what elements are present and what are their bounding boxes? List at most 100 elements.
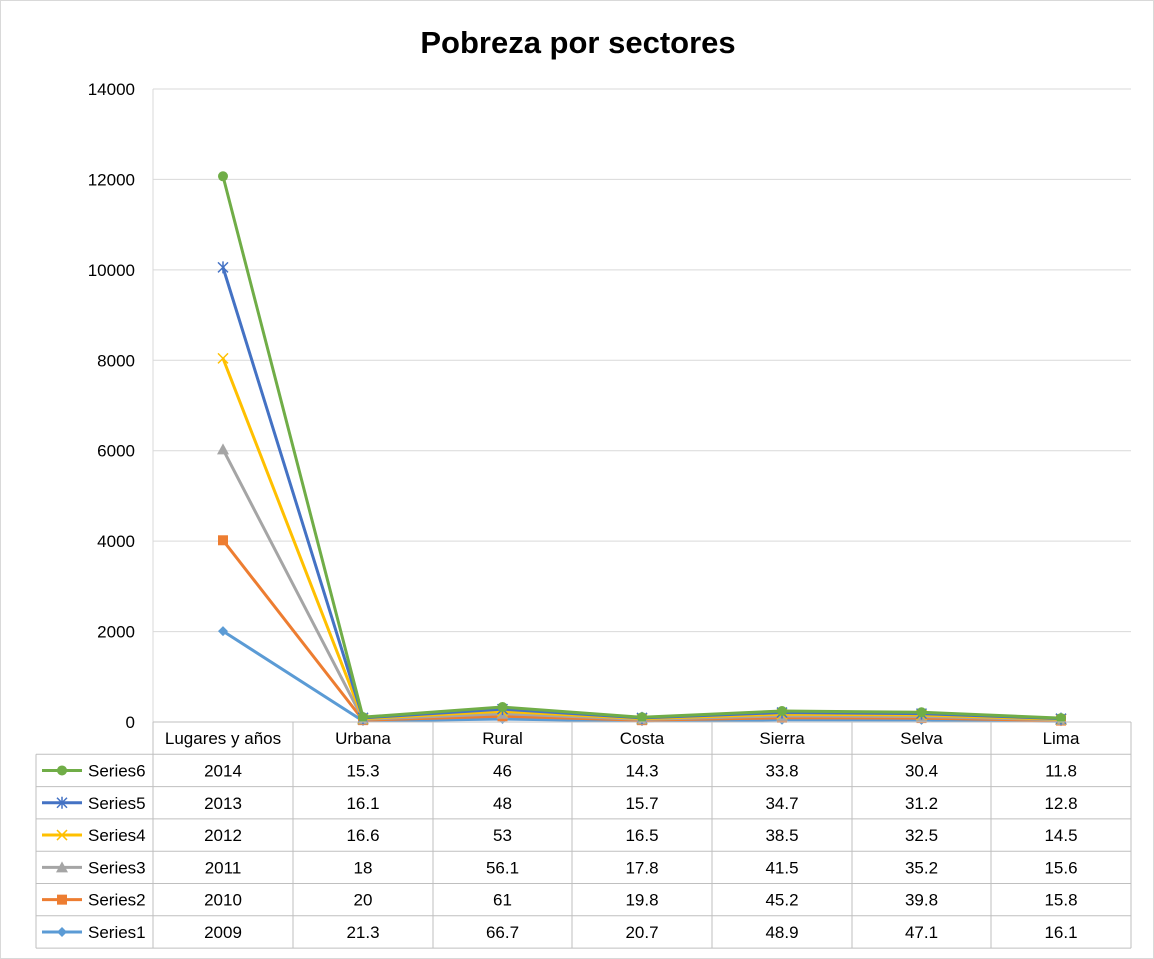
y-tick-label: 10000 (88, 261, 135, 280)
legend-marker (57, 765, 67, 776)
category-label: Lugares y años (165, 729, 281, 748)
category-label: Selva (900, 729, 943, 748)
legend-key (42, 894, 82, 905)
legend-marker (56, 861, 68, 873)
table-cell: 21.3 (346, 923, 379, 942)
data-point (218, 171, 228, 182)
legend-marker (57, 926, 67, 937)
legend-label: Series6 (88, 761, 146, 780)
table-cell: 2011 (205, 858, 242, 877)
legend-key (42, 926, 82, 937)
data-point (218, 626, 228, 637)
series-lines (217, 171, 1067, 727)
table-cell: 17.8 (625, 858, 658, 877)
legend-key (42, 861, 82, 873)
y-tick-label: 14000 (88, 80, 135, 99)
category-label: Lima (1043, 729, 1080, 748)
legend-key (42, 765, 82, 776)
category-label: Sierra (759, 729, 805, 748)
table-cell: 35.2 (905, 858, 938, 877)
category-label: Urbana (335, 729, 391, 748)
legend-key (42, 829, 82, 841)
table-cell: 45.2 (765, 891, 798, 910)
y-axis-ticks: 0 2000 4000 6000 8000 10000 12000 14000 (88, 80, 135, 732)
table-cell: 12.8 (1044, 794, 1077, 813)
series-line (221, 175, 1062, 720)
data-point (217, 443, 229, 455)
table-cell: 39.8 (905, 891, 938, 910)
table-cell: 2013 (204, 794, 242, 813)
table-cell: 18 (354, 858, 373, 877)
table-cell: 41.5 (765, 858, 798, 877)
table-cell: 2010 (204, 891, 242, 910)
y-tick-label: 6000 (97, 442, 135, 461)
table-cell: 16.1 (346, 794, 379, 813)
table-cell: 14.3 (625, 761, 658, 780)
data-point (497, 702, 508, 713)
grid-lines (152, 88, 1131, 723)
series-series2 (218, 535, 1066, 726)
table-cell: 56.1 (486, 858, 519, 877)
table-cell: 2012 (204, 826, 242, 845)
data-point (637, 712, 647, 723)
table-cell: 20.7 (625, 923, 658, 942)
data-point (217, 261, 229, 274)
table-cell: 30.4 (905, 761, 938, 780)
series-series6 (218, 171, 1066, 724)
y-tick-label: 4000 (97, 532, 135, 551)
y-tick-label: 2000 (97, 623, 135, 642)
table-cell: 2014 (204, 761, 242, 780)
legend-marker (57, 894, 67, 905)
legend-label: Series2 (88, 891, 146, 910)
table-cell: 15.3 (346, 761, 379, 780)
table-cell: 46 (493, 761, 512, 780)
table-cell: 33.8 (765, 761, 798, 780)
series-line (221, 266, 1062, 721)
chart-title: Pobreza por sectores (420, 25, 735, 60)
data-point (777, 706, 787, 717)
table-cell: 15.7 (625, 794, 658, 813)
table-cell: 32.5 (905, 826, 938, 845)
y-tick-label: 0 (126, 713, 135, 732)
table-cell: 48 (493, 794, 512, 813)
table-cell: 47.1 (905, 923, 938, 942)
y-tick-label: 8000 (97, 351, 135, 370)
legend-label: Series4 (88, 826, 146, 845)
data-table: Lugares y años Urbana Rural Costa Sierra Selv… (35, 721, 1132, 949)
series-series5 (217, 261, 1067, 725)
table-cell: 16.1 (1044, 923, 1077, 942)
series-series3 (217, 443, 1067, 725)
legend-label: Series5 (88, 794, 146, 813)
legend-key (42, 796, 82, 809)
y-tick-label: 12000 (88, 170, 135, 189)
table-cell: 20 (354, 891, 373, 910)
series-series4 (217, 352, 1067, 725)
table-cell: 38.5 (765, 826, 798, 845)
data-point (217, 352, 229, 364)
legend-label: Series3 (88, 858, 146, 877)
table-cell: 2009 (204, 923, 242, 942)
legend-label: Series1 (88, 923, 146, 942)
data-point (916, 707, 927, 718)
table-cell: 48.9 (765, 923, 798, 942)
table-cell: 31.2 (905, 794, 938, 813)
data-point (358, 712, 368, 723)
table-cell: 16.5 (625, 826, 658, 845)
data-point (218, 535, 228, 546)
table-cell: 11.8 (1045, 761, 1077, 780)
legend-marker (56, 829, 68, 841)
table-cell: 15.8 (1044, 891, 1077, 910)
category-label: Rural (482, 729, 523, 748)
table-cell: 66.7 (486, 923, 519, 942)
table-cell: 14.5 (1044, 826, 1077, 845)
legend-marker (56, 796, 68, 809)
table-cell: 16.6 (346, 826, 379, 845)
table-cell: 61 (493, 891, 512, 910)
table-cell: 53 (493, 826, 512, 845)
table-cell: 34.7 (765, 794, 798, 813)
data-point (1056, 713, 1066, 724)
table-cell: 15.6 (1044, 858, 1077, 877)
category-label: Costa (620, 729, 665, 748)
